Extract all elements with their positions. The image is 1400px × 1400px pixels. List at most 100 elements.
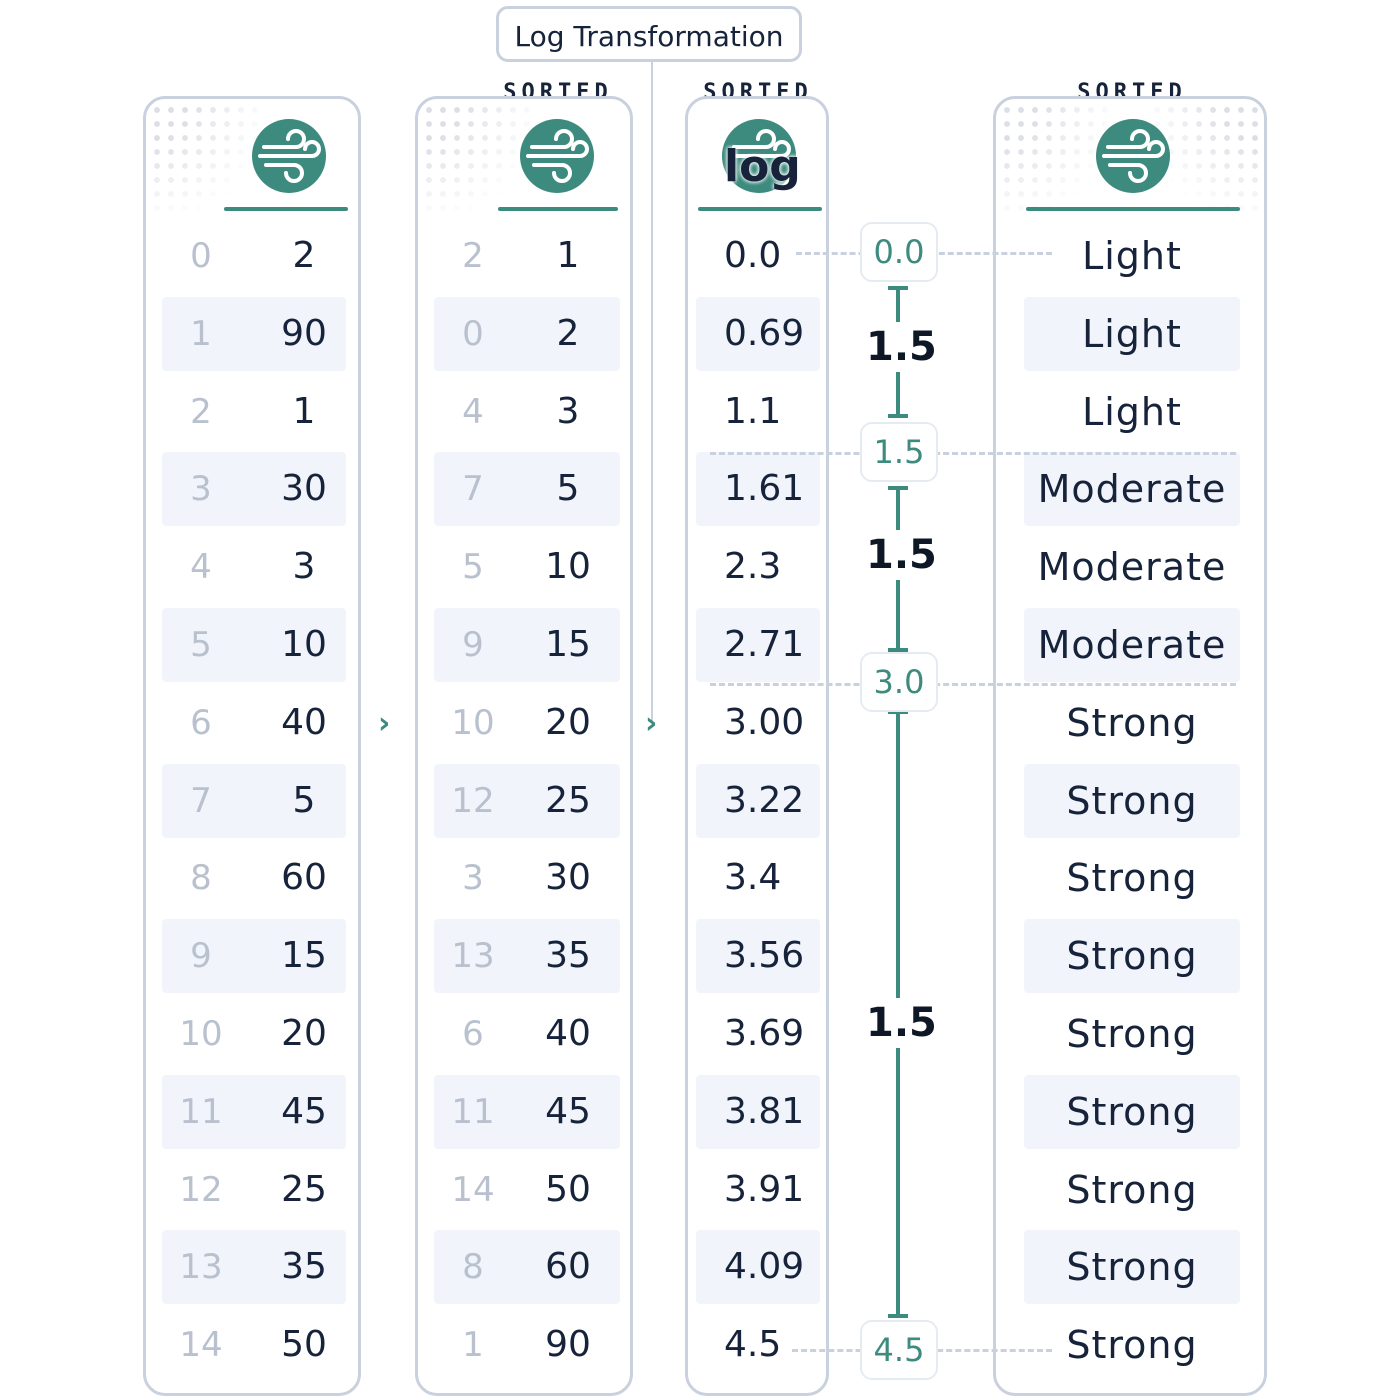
row-index: 3 bbox=[190, 469, 212, 510]
category-label: Moderate bbox=[1037, 467, 1227, 512]
wind-speed-value: 20 bbox=[545, 701, 591, 743]
row-index: 13 bbox=[451, 936, 495, 977]
log-value: 2.71 bbox=[724, 624, 805, 665]
table-row: 3.4 bbox=[696, 841, 820, 915]
bin-edge-label: 0.0 bbox=[860, 222, 938, 282]
category-label: Light bbox=[1082, 234, 1182, 278]
table-row: Strong bbox=[1024, 919, 1240, 994]
row-index: 12 bbox=[179, 1169, 223, 1210]
table-row: 13 35 bbox=[162, 1230, 346, 1305]
log-value: 1.61 bbox=[724, 468, 805, 510]
category-label: Strong bbox=[1066, 934, 1198, 979]
table-row: Moderate bbox=[1024, 452, 1240, 527]
log-value: 4.5 bbox=[724, 1324, 782, 1366]
title-connector-line bbox=[651, 62, 653, 722]
log-value: 3.69 bbox=[724, 1013, 805, 1054]
row-index: 7 bbox=[462, 469, 484, 510]
decorative-dots bbox=[422, 103, 532, 213]
category-label: Strong bbox=[1066, 1245, 1198, 1290]
row-index: 14 bbox=[451, 1169, 495, 1210]
table-row: 3.69 bbox=[696, 997, 820, 1071]
log-label: log bbox=[724, 141, 801, 192]
table-row: Strong bbox=[1024, 686, 1240, 760]
row-index: 14 bbox=[179, 1325, 223, 1366]
table-row: 0.69 bbox=[696, 296, 820, 371]
wind-speed-value: 15 bbox=[545, 624, 591, 665]
table-row: 8 60 bbox=[162, 841, 346, 915]
log-transformation-title: Log Transformation bbox=[496, 6, 802, 62]
log-value: 1.1 bbox=[724, 390, 782, 432]
wind-speed-value: 15 bbox=[281, 935, 327, 977]
wind-speed-value: 2 bbox=[292, 235, 316, 276]
wind-speed-value: 10 bbox=[281, 624, 327, 665]
header-underline bbox=[498, 207, 618, 211]
table-row: 10 20 bbox=[434, 686, 620, 760]
wind-speed-value: 1 bbox=[292, 390, 316, 432]
table-row: 2.3 bbox=[696, 530, 820, 604]
wind-icon bbox=[520, 119, 594, 193]
decorative-dots bbox=[1000, 103, 1110, 213]
row-index: 4 bbox=[190, 547, 212, 588]
wind-speed-value: 90 bbox=[281, 312, 327, 354]
table-row: Light bbox=[1024, 296, 1240, 371]
row-index: 8 bbox=[190, 858, 212, 899]
table-row: Strong bbox=[1024, 763, 1240, 838]
log-value: 3.00 bbox=[724, 701, 805, 743]
table-row: 14 50 bbox=[162, 1308, 346, 1382]
table-row: 1 90 bbox=[162, 296, 346, 371]
wind-speed-value: 35 bbox=[545, 935, 591, 977]
wind-speed-value: 1 bbox=[556, 235, 580, 276]
decorative-dots bbox=[150, 103, 260, 213]
bin-width-label: 1.5 bbox=[866, 530, 937, 580]
bin-edge-label: 4.5 bbox=[860, 1320, 938, 1380]
bin-scale-tick bbox=[888, 286, 908, 290]
bin-scale-tick bbox=[888, 414, 908, 418]
bin-scale-tick bbox=[888, 648, 908, 652]
row-index: 1 bbox=[190, 313, 212, 354]
wind-speed-value: 5 bbox=[556, 468, 580, 510]
sorted-panel: 2 1 0 2 4 3 7 5 5 10 9 15 10 20 12 25 3 30 13 35 6 40 11 45 14 50… bbox=[415, 96, 633, 1396]
row-index: 6 bbox=[462, 1014, 484, 1054]
wind-speed-value: 25 bbox=[545, 779, 591, 821]
wind-speed-value: 45 bbox=[281, 1090, 327, 1132]
table-row: 2.71 bbox=[696, 608, 820, 682]
bin-scale-tick bbox=[888, 710, 908, 714]
wind-speed-value: 3 bbox=[556, 390, 580, 432]
table-row: Strong bbox=[1024, 997, 1240, 1071]
wind-speed-value: 50 bbox=[281, 1324, 327, 1366]
table-row: 9 15 bbox=[434, 608, 620, 682]
original-panel: 0 2 1 90 2 1 3 30 4 3 5 10 6 40 7 5 8 60 9 15 10 20 11 45 12 25 13… bbox=[143, 96, 361, 1396]
wind-speed-value: 50 bbox=[545, 1168, 591, 1210]
bin-edge-line-2 bbox=[710, 683, 1236, 686]
category-label: Strong bbox=[1066, 1089, 1198, 1134]
table-row: 6 40 bbox=[434, 997, 620, 1071]
table-row: 3 30 bbox=[162, 452, 346, 527]
table-row: 3.81 bbox=[696, 1074, 820, 1149]
row-index: 4 bbox=[462, 391, 484, 432]
table-row: Strong bbox=[1024, 1153, 1240, 1227]
header-underline bbox=[698, 207, 822, 211]
chevron-right-icon: › bbox=[645, 706, 658, 741]
wind-speed-value: 60 bbox=[545, 1246, 591, 1288]
category-panel: Light Light Light Moderate Moderate Moderate S… bbox=[993, 96, 1267, 1396]
table-row: 3.56 bbox=[696, 919, 820, 994]
category-label: Strong bbox=[1066, 778, 1198, 823]
table-row: Strong bbox=[1024, 1230, 1240, 1305]
wind-speed-value: 40 bbox=[281, 701, 327, 743]
table-row: 11 45 bbox=[434, 1074, 620, 1149]
table-row: 1.1 bbox=[696, 375, 820, 449]
category-label: Strong bbox=[1066, 1323, 1198, 1368]
table-row: 12 25 bbox=[434, 763, 620, 838]
bin-scale-tick bbox=[888, 1314, 908, 1318]
wind-icon bbox=[722, 119, 796, 193]
category-label: Strong bbox=[1066, 1012, 1198, 1056]
category-label: Light bbox=[1082, 389, 1182, 434]
header-underline bbox=[224, 207, 348, 211]
bin-edge-label: 3.0 bbox=[860, 652, 938, 712]
wind-icon bbox=[1096, 119, 1170, 193]
wind-icon bbox=[252, 119, 326, 193]
